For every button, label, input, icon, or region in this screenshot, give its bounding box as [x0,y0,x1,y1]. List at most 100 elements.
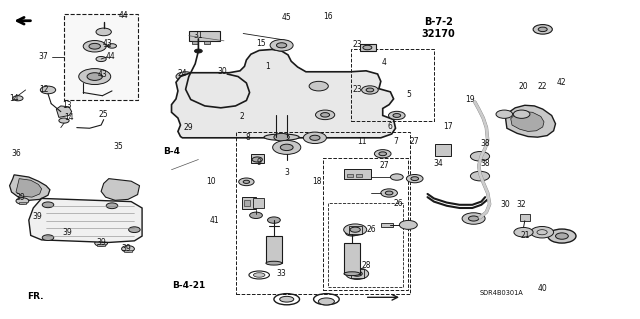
Bar [212,89,223,98]
Text: 37: 37 [38,52,49,61]
Ellipse shape [253,273,265,277]
Polygon shape [56,106,72,117]
Circle shape [274,133,289,141]
Bar [242,197,256,209]
Circle shape [276,43,287,48]
Bar [253,198,264,208]
Circle shape [548,229,576,243]
Circle shape [95,240,108,246]
Circle shape [42,235,54,241]
Text: 29: 29 [184,123,194,132]
Text: 43: 43 [97,70,108,79]
Text: 23: 23 [352,85,362,94]
Bar [323,158,408,290]
Text: 11: 11 [357,137,366,146]
Text: 40: 40 [538,284,548,293]
Ellipse shape [319,298,334,305]
Circle shape [59,118,69,123]
Circle shape [83,41,106,52]
Text: 2: 2 [239,112,244,121]
Text: 39: 39 [32,212,42,221]
Text: 33: 33 [276,269,287,278]
Circle shape [350,227,360,232]
Text: 38: 38 [480,139,490,148]
Circle shape [468,216,479,221]
Circle shape [344,224,367,235]
Ellipse shape [344,272,360,276]
Circle shape [243,91,250,94]
Ellipse shape [264,134,300,140]
Circle shape [89,43,100,49]
Circle shape [363,45,372,50]
Text: 14: 14 [64,113,74,122]
Circle shape [310,135,320,140]
Circle shape [42,202,54,208]
Circle shape [381,189,397,197]
Text: B-7-2: B-7-2 [424,17,453,27]
Text: 42: 42 [557,78,567,87]
Circle shape [32,218,45,224]
Bar [349,226,362,234]
Bar [35,222,42,224]
Circle shape [362,86,378,94]
Bar [192,41,198,44]
Circle shape [379,152,387,156]
Circle shape [16,198,29,204]
Circle shape [316,110,335,120]
Circle shape [227,105,234,109]
Text: 32170: 32170 [422,29,455,40]
Circle shape [79,69,111,85]
Circle shape [106,203,118,209]
Text: 18: 18 [312,177,321,186]
Circle shape [346,268,369,279]
Bar [381,223,393,227]
Text: B-4: B-4 [163,147,180,156]
Circle shape [176,72,195,81]
Circle shape [399,220,417,229]
Text: 36: 36 [11,149,21,158]
Bar [347,174,353,177]
Polygon shape [172,49,396,138]
Text: 38: 38 [480,159,490,168]
Text: 39: 39 [15,193,26,202]
Bar [124,250,132,252]
Bar [19,202,26,204]
Bar [251,154,264,163]
Text: 26: 26 [366,225,376,234]
Circle shape [270,40,293,51]
Circle shape [108,44,116,48]
Text: 4: 4 [381,58,387,67]
Circle shape [303,132,326,144]
Text: 8: 8 [246,133,251,142]
Bar [64,14,138,100]
Circle shape [195,49,202,53]
Text: 27: 27 [410,137,420,146]
Bar [328,203,403,287]
Text: FR.: FR. [27,292,44,301]
Circle shape [366,88,374,92]
Circle shape [13,96,23,101]
Bar [351,269,364,278]
Text: 10: 10 [206,177,216,186]
Text: 34: 34 [433,159,444,168]
Text: 26: 26 [393,199,403,208]
Bar [214,98,221,103]
Text: 5: 5 [406,90,411,99]
Circle shape [40,86,56,94]
Polygon shape [511,112,544,131]
Circle shape [385,191,393,195]
Circle shape [273,140,301,154]
Circle shape [122,246,134,252]
Bar [351,49,434,121]
Circle shape [184,123,200,132]
Text: 25: 25 [99,110,109,119]
Circle shape [470,152,490,161]
Circle shape [513,110,530,118]
Text: 44: 44 [105,52,115,61]
Circle shape [243,180,250,183]
Circle shape [374,150,391,158]
Text: 22: 22 [538,82,547,91]
Circle shape [411,177,419,181]
Text: 13: 13 [62,101,72,110]
Polygon shape [10,175,50,200]
